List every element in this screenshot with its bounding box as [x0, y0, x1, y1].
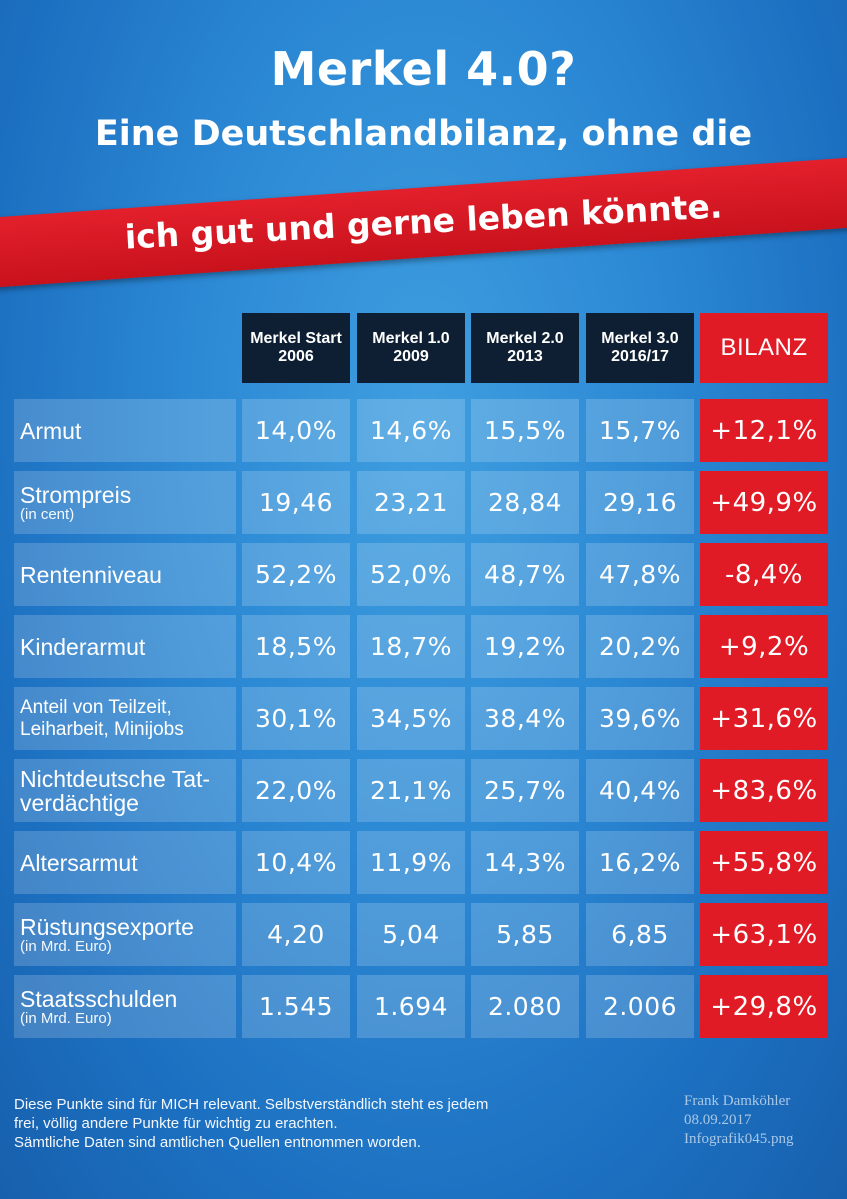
value-cell: 14,0%: [242, 399, 350, 462]
value-cell: 39,6%: [586, 687, 694, 750]
bilanz-cell: +31,6%: [700, 687, 828, 750]
row-label: Staatsschulden (in Mrd. Euro): [14, 975, 236, 1038]
value-cell: 52,0%: [357, 543, 465, 606]
row-label: Nichtdeutsche Tat-verdächtige: [14, 759, 236, 822]
value-cell: 14,6%: [357, 399, 465, 462]
column-header-line1: Merkel 1.0: [372, 330, 450, 347]
value-cell: 2.080: [471, 975, 579, 1038]
signature: Frank Damköhler 08.09.2017 Infografik045…: [684, 1092, 844, 1149]
row-label: Strompreis (in cent): [14, 471, 236, 534]
value-cell: 14,3%: [471, 831, 579, 894]
column-header-line1: Merkel Start: [250, 330, 342, 347]
value-cell: 15,5%: [471, 399, 579, 462]
row-label-text: Kinderarmut: [20, 633, 146, 660]
value-cell: 15,7%: [586, 399, 694, 462]
value-cell: 30,1%: [242, 687, 350, 750]
row-label-text: Rentenniveau: [20, 561, 162, 588]
value-cell: 40,4%: [586, 759, 694, 822]
column-header: BILANZ: [700, 313, 828, 383]
column-header: Merkel 1.0 2009: [357, 313, 465, 383]
column-header-line2: 2013: [507, 348, 543, 365]
bilanz-cell: +83,6%: [700, 759, 828, 822]
row-label-text: Staatsschulden: [20, 985, 178, 1012]
page-subtitle: Eine Deutschlandbilanz, ohne die: [94, 114, 753, 154]
footer-line-3: Sämtliche Daten sind amtlichen Quellen e…: [14, 1134, 421, 1151]
row-label: Rentenniveau: [14, 543, 236, 606]
row-label-text: Armut: [20, 417, 82, 444]
column-header-line1: Merkel 3.0: [601, 330, 679, 347]
row-label-text: Altersarmut: [20, 849, 138, 876]
column-header-line2: 2016/17: [611, 348, 669, 365]
value-cell: 18,7%: [357, 615, 465, 678]
row-label-subtext: verdächtige: [20, 789, 139, 816]
row-label-text: Rüstungsexporte: [20, 913, 194, 940]
value-cell: 52,2%: [242, 543, 350, 606]
column-header-text: BILANZ: [720, 334, 808, 361]
column-header-line1: Merkel 2.0: [486, 330, 564, 347]
footer-line-1: Diese Punkte sind für MICH relevant. Sel…: [14, 1096, 489, 1113]
row-label-text: Anteil von Teilzeit,: [20, 696, 172, 718]
bilanz-cell: +55,8%: [700, 831, 828, 894]
row-label: Altersarmut: [14, 831, 236, 894]
signature-author: Frank Damköhler: [684, 1093, 791, 1109]
value-cell: 10,4%: [242, 831, 350, 894]
column-header-text: Merkel 3.0 2016/17: [601, 330, 678, 366]
value-cell: 16,2%: [586, 831, 694, 894]
value-cell: 19,46: [242, 471, 350, 534]
column-header: Merkel 2.0 2013: [471, 313, 579, 383]
value-cell: 29,16: [586, 471, 694, 534]
footer-note: Diese Punkte sind für MICH relevant. Sel…: [14, 1095, 614, 1152]
value-cell: 5,04: [357, 903, 465, 966]
value-cell: 21,1%: [357, 759, 465, 822]
row-label-subtext: Leiharbeit, Minijobs: [20, 718, 184, 740]
page-title: Merkel 4.0?: [270, 42, 577, 96]
footer-line-2: frei, völlig andere Punkte für wichtig z…: [14, 1115, 338, 1132]
column-header-text: Merkel 1.0 2009: [372, 330, 449, 366]
bilanz-cell: +9,2%: [700, 615, 828, 678]
row-label: Anteil von Teilzeit, Leiharbeit, Minijobs: [14, 687, 236, 750]
value-cell: 19,2%: [471, 615, 579, 678]
value-cell: 22,0%: [242, 759, 350, 822]
column-header: Merkel 3.0 2016/17: [586, 313, 694, 383]
row-label-text: Strompreis: [20, 481, 132, 508]
column-header-line1: BILANZ: [720, 334, 808, 361]
column-header-line2: 2006: [278, 348, 314, 365]
row-label: Armut: [14, 399, 236, 462]
value-cell: 5,85: [471, 903, 579, 966]
value-cell: 2.006: [586, 975, 694, 1038]
value-cell: 48,7%: [471, 543, 579, 606]
bilanz-cell: -8,4%: [700, 543, 828, 606]
value-cell: 25,7%: [471, 759, 579, 822]
value-cell: 1.545: [242, 975, 350, 1038]
value-cell: 20,2%: [586, 615, 694, 678]
value-cell: 1.694: [357, 975, 465, 1038]
value-cell: 23,21: [357, 471, 465, 534]
value-cell: 34,5%: [357, 687, 465, 750]
value-cell: 18,5%: [242, 615, 350, 678]
bilanz-cell: +49,9%: [700, 471, 828, 534]
bilanz-cell: +63,1%: [700, 903, 828, 966]
row-label-text: Nichtdeutsche Tat-: [20, 765, 211, 792]
value-cell: 28,84: [471, 471, 579, 534]
row-label-subtext: (in Mrd. Euro): [20, 937, 112, 955]
row-label-subtext: (in cent): [20, 505, 75, 523]
column-header-line2: 2009: [393, 348, 429, 365]
column-header: Merkel Start 2006: [242, 313, 350, 383]
value-cell: 11,9%: [357, 831, 465, 894]
column-header-text: Merkel Start 2006: [250, 330, 342, 366]
row-label: Kinderarmut: [14, 615, 236, 678]
column-header-text: Merkel 2.0 2013: [486, 330, 563, 366]
value-cell: 4,20: [242, 903, 350, 966]
value-cell: 47,8%: [586, 543, 694, 606]
bilanz-cell: +12,1%: [700, 399, 828, 462]
bilanz-cell: +29,8%: [700, 975, 828, 1038]
row-label-subtext: (in Mrd. Euro): [20, 1009, 112, 1027]
signature-date: 08.09.2017: [684, 1112, 752, 1128]
value-cell: 38,4%: [471, 687, 579, 750]
row-label: Rüstungsexporte (in Mrd. Euro): [14, 903, 236, 966]
value-cell: 6,85: [586, 903, 694, 966]
signature-file: Infografik045.png: [684, 1131, 794, 1147]
